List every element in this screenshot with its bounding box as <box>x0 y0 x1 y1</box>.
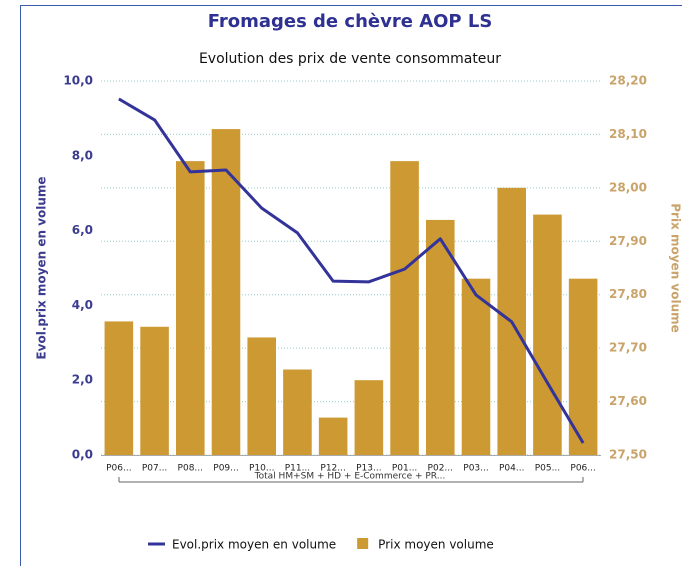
x-tick-label: P09... <box>213 464 238 474</box>
bar <box>140 326 169 455</box>
x-tick-label: P01... <box>392 464 417 474</box>
y-tick-label: 6,0 <box>72 223 93 237</box>
x-tick-label: P06... <box>106 464 131 474</box>
x-tick-label: P13... <box>356 464 381 474</box>
bar <box>426 219 455 455</box>
y2-tick-label: 27,70 <box>609 341 647 355</box>
bar <box>104 321 134 455</box>
legend-swatch <box>357 538 369 549</box>
line <box>118 97 585 444</box>
bar <box>247 337 276 455</box>
x-tick-label: P05... <box>535 464 560 474</box>
y-tick-label: 0,0 <box>72 448 93 462</box>
bar <box>354 380 384 455</box>
y-tick-label: 2,0 <box>72 373 93 387</box>
x-tick-label: P02... <box>428 464 453 474</box>
bar <box>176 161 205 455</box>
y2-tick-label: 28,20 <box>609 74 647 88</box>
y2-tick-label: 27,80 <box>609 287 647 301</box>
bar <box>461 278 491 455</box>
y2-tick-label: 27,50 <box>609 448 647 462</box>
x-tick-label: P06... <box>570 464 595 474</box>
x-tick-label: P08... <box>178 464 203 474</box>
y-axis-label: Evol.prix moyen en volume <box>35 176 49 359</box>
y2-tick-label: 28,00 <box>609 180 647 194</box>
x-tick-label: P10... <box>249 464 274 474</box>
chart-title: Fromages de chèvre AOP LS <box>208 11 493 32</box>
x-tick-label: P12... <box>320 464 345 474</box>
x-tick-label: P03... <box>463 464 488 474</box>
x-tick-label: P07... <box>142 464 167 474</box>
bar <box>533 214 562 455</box>
y2-tick-label: 27,60 <box>609 394 647 408</box>
y-tick-label: 10,0 <box>63 74 93 88</box>
x-tick-label: P04... <box>499 464 524 474</box>
group-label: Total HM+SM + HD + E-Commerce + PR... <box>254 472 446 482</box>
y-tick-label: 8,0 <box>72 148 93 162</box>
legend-label: Prix moyen volume <box>378 538 494 552</box>
bar <box>318 417 348 455</box>
bar <box>390 161 419 455</box>
bar <box>283 369 312 455</box>
y2-tick-label: 28,10 <box>609 127 647 141</box>
y-tick-label: 4,0 <box>72 298 93 312</box>
chart-subtitle: Evolution des prix de vente consommateur <box>199 51 501 67</box>
y2-tick-label: 27,90 <box>609 234 647 248</box>
x-tick-label: P11... <box>285 464 310 474</box>
legend-label: Evol.prix moyen en volume <box>172 538 336 552</box>
bar <box>211 129 241 456</box>
y2-axis-label: Prix moyen volume <box>669 203 682 333</box>
